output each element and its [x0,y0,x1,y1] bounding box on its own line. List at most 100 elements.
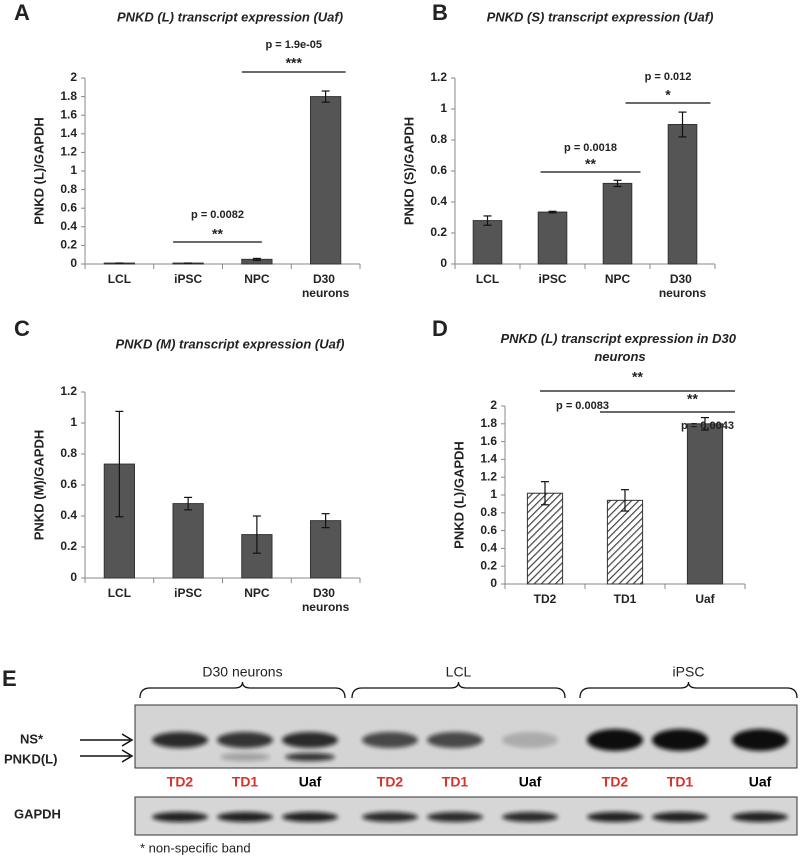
footnote: * non-specific band [140,840,251,855]
y-tick-label: 0.6 [430,163,447,177]
y-tick-label: 0.2 [480,558,497,572]
error-bar [621,489,629,512]
group-label: LCL [446,664,472,680]
group-brace [351,681,566,699]
blot-band [587,729,643,751]
x-tick-label: TD1 [614,592,637,606]
y-tick-label: 0 [70,256,77,270]
bar [602,182,633,265]
blot-band [652,729,708,751]
y-tick-label: 1.6 [480,434,497,448]
blot-band [502,732,558,748]
significance-stars: ** [212,226,223,242]
blot-band [587,812,643,822]
y-tick-label: 2 [490,398,497,412]
y-tick-label: 2 [70,70,77,84]
y-tick-label: 1.4 [480,452,497,466]
x-tick-label: LCL [108,586,131,600]
y-tick-label: 0.8 [480,505,497,519]
y-axis-label: PNKD (L)/GAPDH [451,441,466,549]
x-tick-label: NPC [244,586,270,600]
p-value: p = 0.012 [645,71,692,83]
blot-band [732,729,788,751]
x-tick-label: D30 neurons [302,586,350,614]
y-tick-label: 1 [70,163,77,177]
x-tick-label: D30 neurons [659,272,707,300]
y-tick-label: 1.2 [60,145,77,159]
bar [310,520,342,579]
bar [310,96,342,265]
y-axis-label: PNKD (M)/GAPDH [31,430,46,541]
blot-band [282,812,338,822]
x-tick-label: TD2 [534,592,557,606]
lane-label: TD1 [442,774,469,790]
blot-band [502,812,558,822]
y-axis-label: PNKD (S)/GAPDH [401,117,416,225]
lane-label: TD2 [167,774,194,790]
y-tick-label: 0.4 [480,541,497,555]
significance-stars: ** [687,391,698,407]
y-tick-label: 0.8 [60,182,77,196]
row-label: NS* [20,731,44,746]
y-tick-label: 0 [490,576,497,590]
chart-title: PNKD (L) transcript expression (Uaf) [117,9,343,24]
blot-band [427,732,483,748]
error-bar [678,111,687,138]
group-label: iPSC [673,664,705,680]
group-brace [579,681,798,699]
chart-title: PNKD (S) transcript expression (Uaf) [487,9,714,24]
y-tick-label: 0.6 [60,200,77,214]
blot-band [732,812,788,822]
chart-title: PNKD (M) transcript expression (Uaf) [116,336,345,351]
lane-label: Uaf [749,774,772,790]
significance-stars: ** [632,369,643,385]
x-tick-label: NPC [244,272,270,286]
blot-band [362,812,418,822]
y-tick-label: 1 [440,101,447,115]
bar [241,534,273,579]
p-value: p = 0.0018 [564,142,617,154]
y-tick-label: 0.8 [430,132,447,146]
error-bar [541,481,549,506]
x-tick-label: LCL [476,272,499,286]
error-bar [613,179,622,188]
blot-band [152,812,208,822]
lane-label: Uaf [299,774,322,790]
row-label: GAPDH [14,806,61,821]
blot-band [220,753,270,761]
error-bar [701,416,709,431]
y-tick-label: 0.4 [60,508,77,522]
y-tick-label: 1.8 [60,89,77,103]
x-tick-label: Uaf [695,592,715,606]
p-value: p = 0.0043 [681,420,734,432]
error-bar [548,210,557,214]
y-tick-label: 0.2 [430,225,447,239]
x-tick-label: iPSC [538,272,566,286]
blot-band [427,812,483,822]
significance-stars: ** [585,156,596,172]
y-tick-label: 0 [440,256,447,270]
group-label: D30 neurons [202,664,282,680]
y-tick-label: 1.4 [60,126,77,140]
chart-title: PNKD (L) transcript expression in D30 ne… [500,331,739,364]
y-tick-label: 1.2 [430,70,447,84]
significance-stars: * [665,87,671,103]
blot-band [282,732,338,748]
y-tick-label: 0.4 [430,194,447,208]
bar [537,211,568,265]
lane-label: Uaf [519,774,542,790]
panel-letter: C [14,316,30,341]
y-tick-label: 0.4 [60,219,77,233]
bar [172,503,204,579]
x-tick-label: LCL [108,272,131,286]
bar [667,124,698,265]
blot-band [217,732,273,748]
y-tick-label: 1 [490,487,497,501]
blot-band [217,812,273,822]
p-value: p = 0.0083 [556,400,609,412]
bar [606,499,644,585]
bar [686,423,724,585]
x-tick-label: NPC [605,272,631,286]
error-bar [252,515,261,554]
panel-letter: D [432,316,448,341]
